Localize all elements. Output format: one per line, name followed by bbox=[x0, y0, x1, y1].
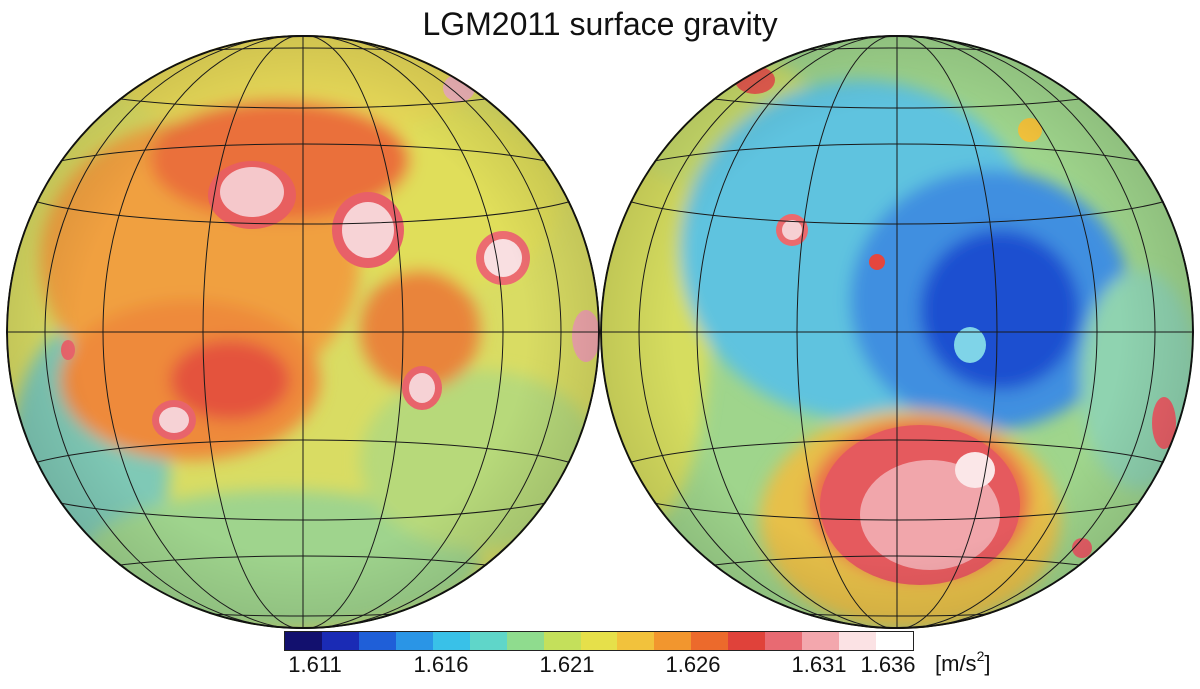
colorbar-tick-label: 1.621 bbox=[539, 652, 595, 677]
colorbar-tick-label: 1.626 bbox=[665, 652, 721, 677]
colorbar-step bbox=[839, 632, 876, 650]
colorbar-step bbox=[469, 632, 507, 650]
colorbar-step bbox=[321, 632, 359, 650]
colorbar-unit: [m/s2] bbox=[935, 648, 990, 677]
unit-close: ] bbox=[984, 651, 991, 676]
colorbar-step bbox=[728, 632, 766, 650]
colorbar-tick-label: 1.631 bbox=[791, 652, 847, 677]
colorbar-step bbox=[617, 632, 655, 650]
colorbar-step bbox=[876, 632, 913, 650]
colorbar-tick-label: 1.616 bbox=[413, 652, 469, 677]
colorbar-step bbox=[358, 632, 396, 650]
nearside-hemisphere bbox=[6, 35, 600, 629]
map-title: LGM2011 surface gravity bbox=[422, 6, 778, 42]
colorbar-step bbox=[802, 632, 840, 650]
colorbar-step bbox=[691, 632, 729, 650]
colorbar-step bbox=[543, 632, 581, 650]
colorbar-step bbox=[765, 632, 803, 650]
colorbar-tick-label: 1.611 bbox=[288, 652, 342, 677]
unit-exponent: 2 bbox=[976, 648, 985, 664]
colorbar-step bbox=[580, 632, 618, 650]
lunar-gravity-map bbox=[6, 35, 1194, 629]
colorbar bbox=[284, 631, 914, 651]
farside-hemisphere bbox=[600, 35, 1194, 629]
colorbar-step bbox=[432, 632, 470, 650]
colorbar-step bbox=[654, 632, 692, 650]
colorbar-tick-label: 1.636 bbox=[860, 652, 916, 677]
unit-text: [m/s bbox=[935, 651, 977, 676]
colorbar-step bbox=[506, 632, 544, 650]
colorbar-step bbox=[395, 632, 433, 650]
colorbar-step bbox=[285, 632, 322, 650]
